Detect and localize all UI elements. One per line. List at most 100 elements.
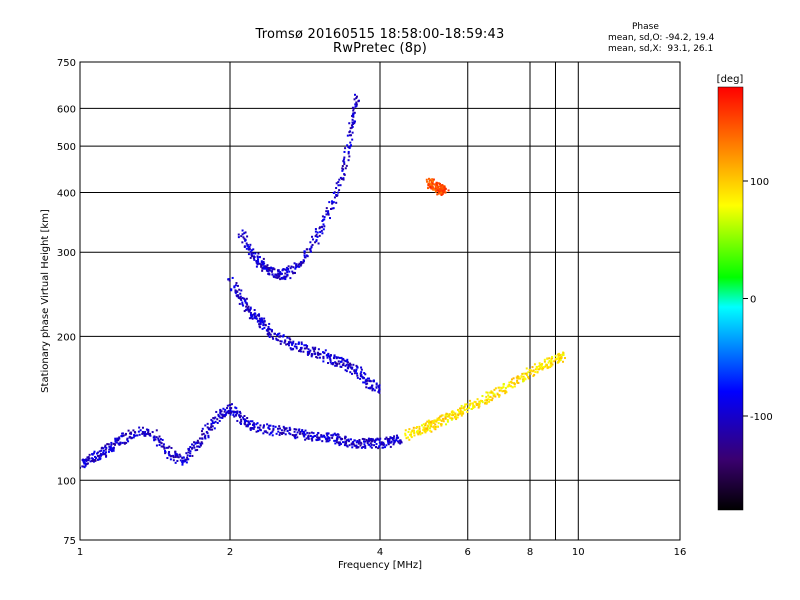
echo-point: [161, 438, 164, 441]
echo-point: [230, 411, 233, 414]
echo-point: [437, 192, 440, 195]
echo-point: [320, 435, 323, 438]
echo-point: [493, 393, 496, 396]
echo-point: [373, 389, 376, 392]
echo-point: [376, 437, 379, 440]
echo-point: [540, 364, 543, 367]
echo-point: [434, 190, 437, 193]
echo-point: [334, 439, 337, 442]
echo-point: [436, 187, 439, 190]
y-tick-label: 750: [57, 58, 76, 69]
echo-point: [271, 336, 274, 339]
echo-point: [347, 440, 350, 443]
echo-point: [327, 353, 330, 356]
echo-point: [255, 265, 258, 268]
echo-point: [496, 393, 499, 396]
echo-point: [255, 317, 258, 320]
echo-point: [561, 360, 564, 363]
echo-point: [373, 440, 376, 443]
echo-point: [248, 245, 251, 248]
echo-point: [336, 437, 339, 440]
echo-point: [255, 423, 258, 426]
echo-point: [303, 435, 306, 438]
echo-point: [335, 441, 338, 444]
echo-point: [193, 441, 196, 444]
echo-point: [300, 341, 303, 344]
echo-point: [501, 390, 504, 393]
echo-point: [259, 323, 262, 326]
echo-point: [341, 167, 344, 170]
echo-point: [438, 187, 441, 190]
echo-point: [204, 424, 207, 427]
echo-point: [348, 134, 351, 137]
echo-point: [513, 383, 516, 386]
echo-point: [160, 442, 163, 445]
echo-point: [342, 177, 345, 180]
echo-point: [311, 437, 314, 440]
echo-point: [272, 428, 275, 431]
echo-point: [315, 356, 318, 359]
echo-point: [558, 352, 561, 355]
echo-point: [353, 111, 356, 114]
echo-point: [353, 444, 356, 447]
echo-point: [286, 430, 289, 433]
echo-point: [363, 445, 366, 448]
echo-point: [310, 355, 313, 358]
echo-point: [327, 436, 330, 439]
echo-point: [277, 269, 280, 272]
echo-point: [232, 410, 235, 413]
echo-point: [416, 430, 419, 433]
echo-point: [528, 368, 531, 371]
echo-point: [247, 309, 250, 312]
echo-point: [239, 292, 242, 295]
echo-point: [296, 436, 299, 439]
echo-point: [426, 187, 429, 190]
echo-point: [522, 372, 525, 375]
echo-point: [241, 229, 244, 232]
echo-point: [239, 412, 242, 415]
echo-point: [438, 418, 441, 421]
echo-point: [366, 440, 369, 443]
echo-point: [343, 163, 346, 166]
echo-point: [256, 256, 259, 259]
echo-point: [273, 268, 276, 271]
echo-point: [457, 410, 460, 413]
echo-point: [158, 435, 161, 438]
echo-point: [352, 123, 355, 126]
echo-point: [334, 433, 337, 436]
echo-point: [477, 404, 480, 407]
echo-point: [201, 442, 204, 445]
echo-point: [359, 372, 362, 375]
echo-point: [309, 241, 312, 244]
colorbar-label: [deg]: [717, 74, 744, 85]
echo-point: [427, 425, 430, 428]
echo-point: [337, 181, 340, 184]
echo-point: [351, 118, 354, 121]
echo-point: [293, 430, 296, 433]
echo-point: [323, 216, 326, 219]
echo-point: [517, 377, 520, 380]
echo-point: [370, 386, 373, 389]
echo-point: [517, 381, 520, 384]
echo-point: [335, 182, 338, 185]
echo-point: [342, 178, 345, 181]
echo-point: [355, 445, 358, 448]
echo-point: [431, 183, 434, 186]
echo-point: [450, 414, 453, 417]
echo-point: [241, 233, 244, 236]
echo-point: [125, 441, 128, 444]
echo-point: [350, 442, 353, 445]
echo-point: [359, 441, 362, 444]
echo-point: [247, 421, 250, 424]
echo-point: [439, 183, 442, 186]
echo-point: [271, 430, 274, 433]
echo-point: [311, 436, 314, 439]
echo-point: [466, 410, 469, 413]
echo-point: [397, 441, 400, 444]
echo-point: [550, 360, 553, 363]
echo-point: [492, 394, 495, 397]
echo-point: [330, 434, 333, 437]
echo-point: [424, 431, 427, 434]
echo-point: [241, 416, 244, 419]
echo-point: [89, 460, 92, 463]
